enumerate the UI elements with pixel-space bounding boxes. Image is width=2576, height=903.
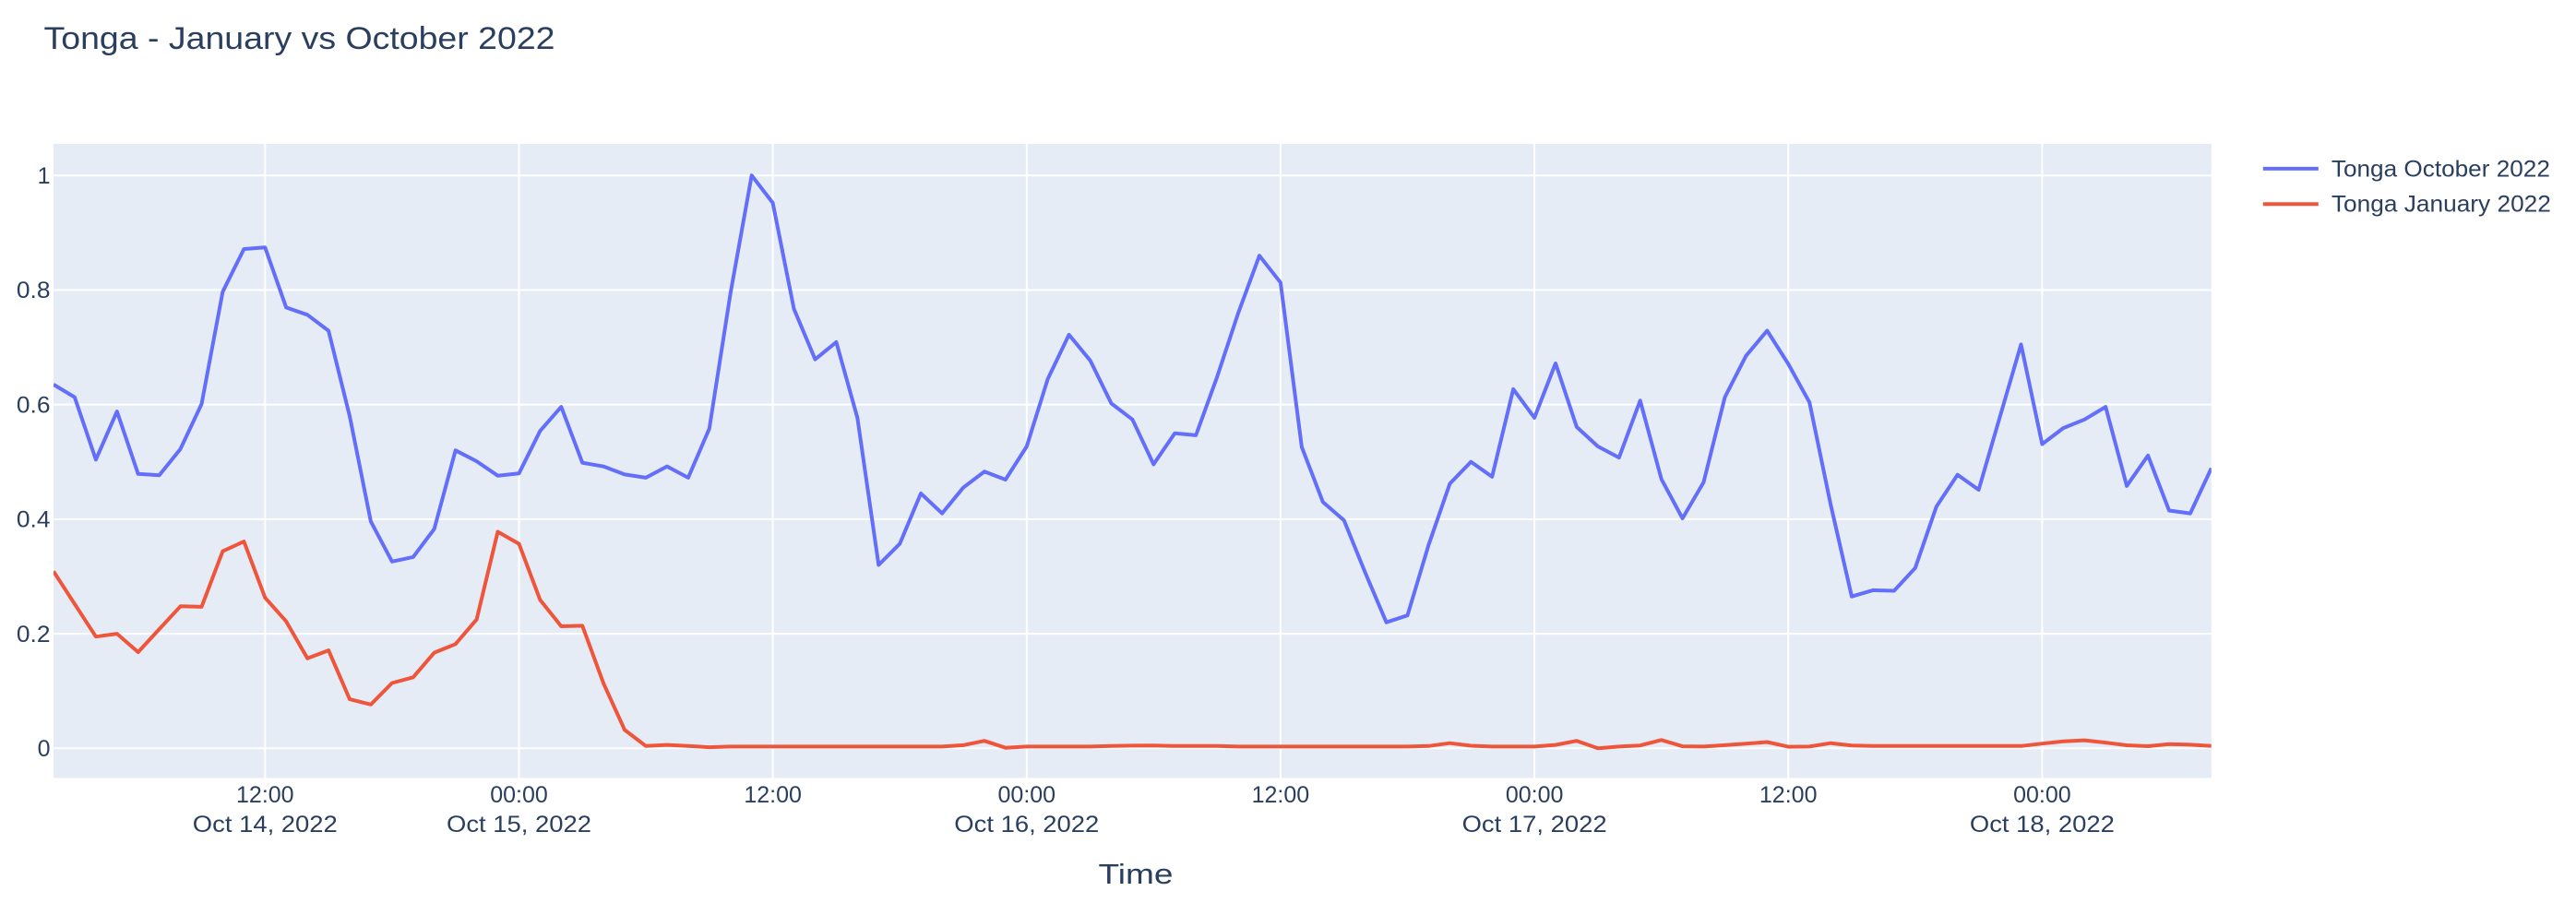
svg-text:Time: Time [1099,858,1174,890]
svg-text:Oct 18, 2022: Oct 18, 2022 [1970,812,2115,838]
svg-text:12:00: 12:00 [1252,782,1310,808]
svg-text:12:00: 12:00 [744,782,802,808]
svg-text:0.6: 0.6 [17,392,51,418]
svg-text:Tonga October 2022: Tonga October 2022 [2332,156,2550,182]
svg-text:Tonga - January vs October 202: Tonga - January vs October 2022 [44,21,555,56]
svg-text:0.4: 0.4 [17,507,51,533]
svg-text:0: 0 [38,736,51,762]
svg-text:Oct 17, 2022: Oct 17, 2022 [1462,812,1607,838]
svg-text:00:00: 00:00 [1506,782,1564,808]
svg-text:00:00: 00:00 [490,782,548,808]
svg-text:Tonga January 2022: Tonga January 2022 [2332,192,2551,218]
svg-text:00:00: 00:00 [998,782,1056,808]
svg-text:12:00: 12:00 [1759,782,1818,808]
svg-text:1: 1 [38,163,51,189]
svg-text:0.8: 0.8 [17,278,51,303]
svg-text:0.2: 0.2 [17,622,51,648]
svg-text:Oct 16, 2022: Oct 16, 2022 [954,812,1099,838]
svg-text:Oct 15, 2022: Oct 15, 2022 [447,812,591,838]
svg-text:Oct 14, 2022: Oct 14, 2022 [193,812,338,838]
svg-text:12:00: 12:00 [236,782,294,808]
svg-text:00:00: 00:00 [2013,782,2071,808]
